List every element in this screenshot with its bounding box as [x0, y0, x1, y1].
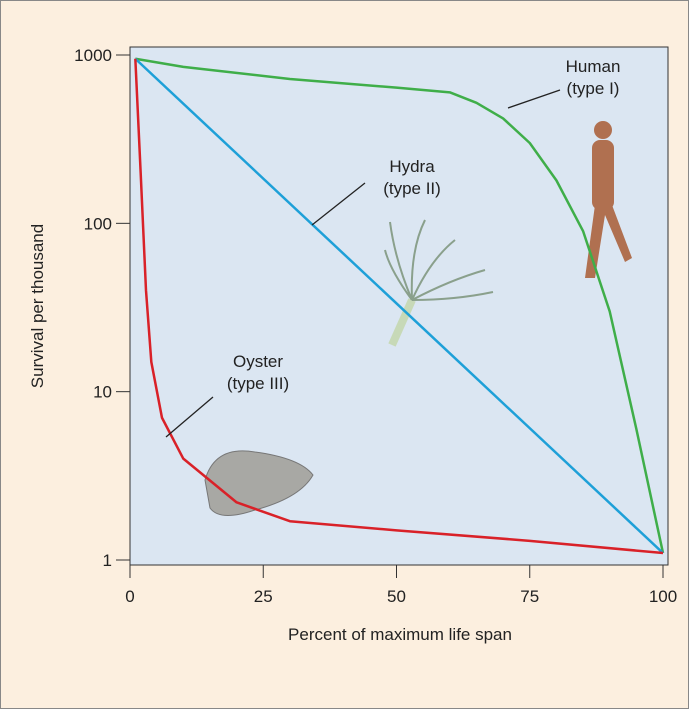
- y-tick-label: 10: [93, 383, 112, 402]
- series-line: [134, 58, 664, 555]
- x-tick-label: 0: [125, 587, 134, 606]
- y-axis-label: Survival per thousand: [28, 224, 47, 388]
- series-line: [134, 57, 664, 554]
- label-leader: [165, 396, 214, 438]
- x-tick-label: 75: [520, 587, 539, 606]
- x-tick-label: 25: [254, 587, 273, 606]
- series-name: Hydra: [389, 157, 435, 176]
- series-name: Oyster: [233, 352, 283, 371]
- x-axis-label: Percent of maximum life span: [288, 625, 512, 644]
- series-label: (type I): [567, 79, 620, 98]
- x-tick-label: 50: [387, 587, 406, 606]
- x-tick-label: 100: [649, 587, 677, 606]
- label-leader: [311, 182, 366, 226]
- series-line: [135, 57, 665, 554]
- y-tick-label: 1000: [74, 46, 112, 65]
- series-name: Human: [566, 57, 621, 76]
- series-label: (type III): [227, 374, 289, 393]
- y-tick-label: 100: [84, 214, 112, 233]
- label-leader: [507, 89, 561, 109]
- series-label: (type II): [383, 179, 441, 198]
- y-tick-label: 1: [103, 551, 112, 570]
- hydra-illustration: [384, 219, 494, 347]
- human-illustration: [585, 121, 632, 278]
